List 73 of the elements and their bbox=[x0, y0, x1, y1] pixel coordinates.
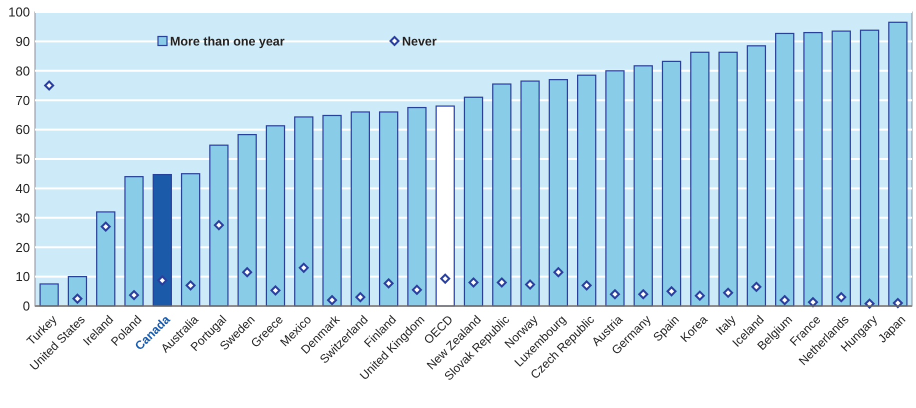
point bbox=[864, 298, 875, 309]
bar bbox=[209, 144, 229, 307]
bar bbox=[888, 22, 908, 307]
bar bbox=[294, 116, 314, 307]
bar bbox=[718, 52, 738, 307]
point bbox=[836, 292, 846, 302]
bar bbox=[238, 134, 257, 307]
legend-label: Never bbox=[402, 34, 437, 48]
bar bbox=[464, 96, 484, 307]
point bbox=[298, 262, 309, 273]
point bbox=[892, 298, 903, 308]
bar bbox=[634, 65, 653, 307]
bar bbox=[662, 60, 682, 307]
bar bbox=[577, 74, 596, 307]
y-tick-label: 40 bbox=[16, 180, 30, 196]
y-tick-label: 0 bbox=[22, 298, 30, 314]
y-tick-label: 90 bbox=[16, 34, 30, 49]
bar bbox=[803, 32, 823, 307]
point bbox=[412, 284, 422, 295]
bar bbox=[520, 80, 540, 307]
point bbox=[242, 267, 252, 278]
bar bbox=[124, 176, 144, 307]
y-tick-label: 20 bbox=[16, 240, 30, 255]
bar bbox=[266, 125, 286, 307]
point bbox=[44, 80, 54, 90]
bar bbox=[152, 174, 172, 307]
y-tick-label: 10 bbox=[16, 269, 30, 284]
y-tick-label: 50 bbox=[16, 152, 30, 167]
point bbox=[780, 295, 790, 306]
bar bbox=[860, 30, 880, 307]
point bbox=[496, 277, 507, 288]
y-tick-label: 80 bbox=[16, 63, 30, 78]
point bbox=[72, 294, 82, 304]
bar bbox=[180, 173, 200, 307]
legend-label: More than one year bbox=[170, 34, 285, 48]
point bbox=[808, 297, 818, 308]
point bbox=[751, 282, 762, 292]
point bbox=[440, 274, 450, 284]
point bbox=[157, 275, 168, 286]
bar bbox=[492, 83, 512, 307]
bar bbox=[350, 111, 370, 307]
point bbox=[638, 289, 648, 300]
bar bbox=[605, 70, 625, 307]
point bbox=[468, 277, 478, 288]
point bbox=[525, 280, 536, 290]
point bbox=[186, 280, 196, 290]
point bbox=[553, 267, 564, 278]
point bbox=[723, 288, 734, 298]
point bbox=[355, 292, 366, 302]
bar bbox=[746, 45, 766, 307]
point bbox=[214, 220, 224, 230]
bar bbox=[407, 106, 427, 307]
y-tick-label: 60 bbox=[16, 122, 30, 138]
bar bbox=[548, 79, 568, 307]
bar bbox=[775, 32, 794, 307]
point bbox=[129, 290, 140, 300]
point bbox=[694, 290, 705, 301]
y-tick-label: 100 bbox=[8, 4, 30, 20]
point bbox=[100, 222, 111, 232]
bar bbox=[832, 30, 851, 307]
bar bbox=[39, 283, 59, 307]
point bbox=[270, 285, 280, 296]
bar bbox=[378, 111, 398, 307]
point bbox=[666, 286, 677, 296]
point bbox=[582, 280, 592, 290]
y-tick-label: 30 bbox=[16, 210, 30, 226]
point bbox=[384, 278, 394, 288]
point bbox=[610, 289, 620, 300]
point bbox=[327, 295, 338, 306]
bar bbox=[690, 52, 710, 307]
bar bbox=[322, 114, 342, 307]
y-tick-label: 70 bbox=[16, 92, 30, 108]
bar bbox=[96, 211, 116, 307]
